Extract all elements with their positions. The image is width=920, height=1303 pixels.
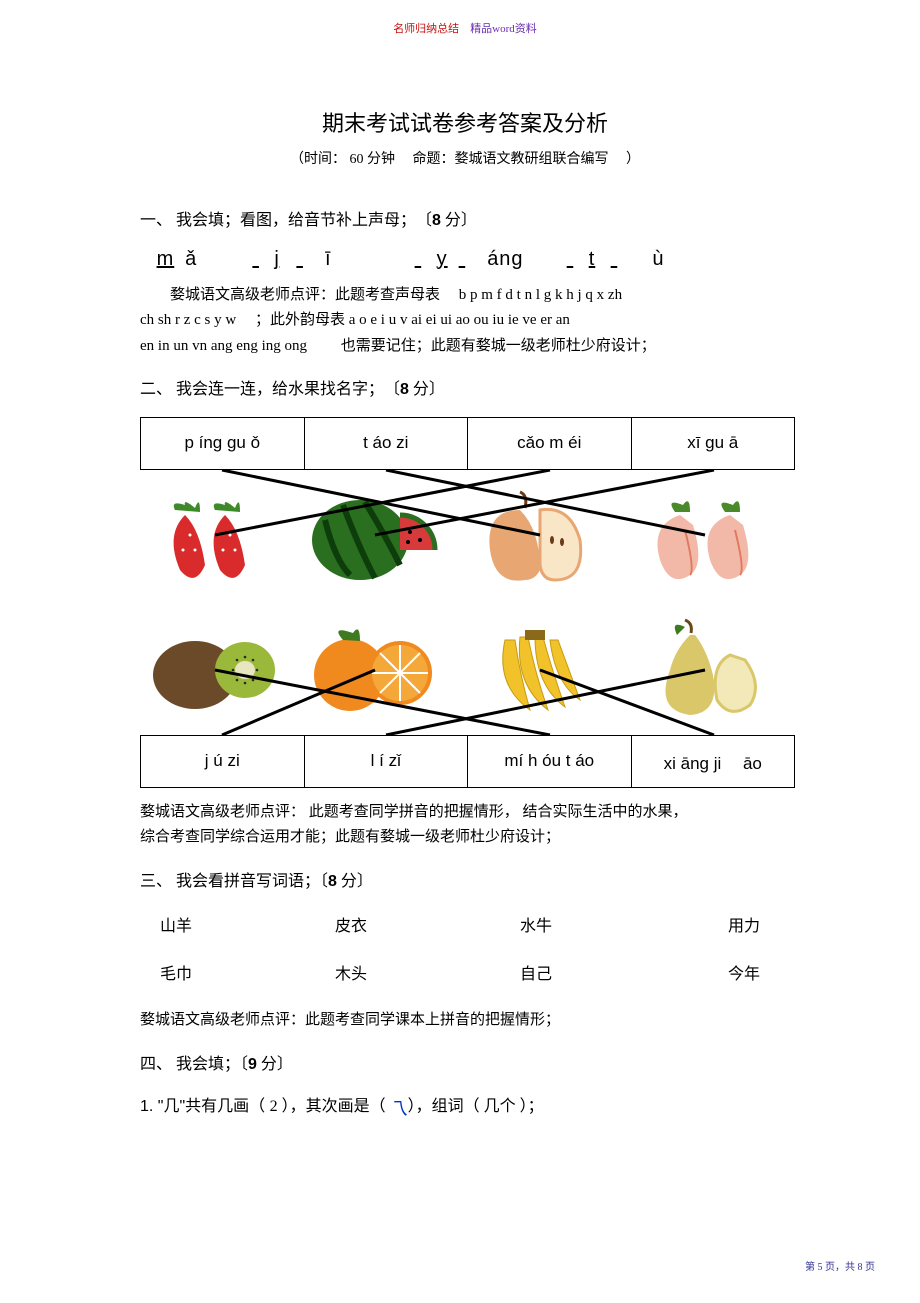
section-1-heading: 一、 我会填；看图，给音节补上声母； 〔8 分〕 [140, 208, 790, 234]
strawberry-icon [145, 480, 285, 590]
peach-icon [635, 480, 775, 590]
sec2-comment-2: 综合考查同学综合运用才能；此题有婺城一级老师杜少府设计； [140, 825, 790, 851]
pinyin-answers: m ǎ j ī y áng t ù [150, 248, 790, 271]
doc-subtitle: （时间： 60 分钟 命题：婺城语文教研组联合编写 ） [140, 148, 790, 168]
sec3-comment: 婺城语文高级老师点评：此题考查同学课本上拼音的把握情形； [140, 1008, 790, 1034]
bottom-cell-lizi: l í zǐ [304, 735, 468, 787]
bottom-cell-xiangjiao: xi āng ji āo [631, 735, 795, 787]
top-cell-taozi: t áo zi [304, 417, 468, 469]
page-footer: 第 5 页，共 8 页 [805, 1258, 875, 1273]
orange-icon [305, 615, 445, 725]
top-cell-pingguo: p íng gu ǒ [141, 417, 305, 469]
section-4-heading: 四、 我会填；〔9 分〕 [140, 1052, 790, 1078]
bottom-cell-juzi: j ú zi [141, 735, 305, 787]
section-3-heading: 三、 我会看拼音写词语；〔8 分〕 [140, 869, 790, 895]
watermelon-icon [305, 480, 445, 590]
header-left: 名师归纳总结 [393, 23, 459, 35]
watermark-header: 名师归纳总结 精品word资料 [140, 20, 790, 36]
stroke-icon: 乁 [390, 1093, 408, 1125]
sec1-comment-2: ch sh r z c s y w ；此外韵母表 a o e i u v ai … [140, 308, 790, 334]
pinyin-bottom-row: j ú zi l í zǐ mí h óu t áo xi āng ji āo [140, 735, 795, 788]
header-right: 精品word资料 [470, 23, 537, 35]
page: 名师归纳总结 精品word资料 期末考试试卷参考答案及分析 （时间： 60 分钟… [0, 0, 920, 1303]
word-2: 皮衣 [315, 912, 470, 936]
word-4: 用力 [625, 912, 780, 936]
pear-icon [635, 615, 775, 725]
fruit-images-area [140, 470, 795, 735]
word-3: 水牛 [470, 912, 625, 936]
banana-icon [470, 615, 610, 725]
sec1-comment-3: en in un vn ang eng ing ong 也需要记住；此题有婺城一… [140, 334, 790, 360]
word-1: 山羊 [160, 912, 315, 936]
pinyin-top-row: p íng gu ǒ t áo zi cǎo m éi xī gu ā [140, 417, 795, 470]
word-8: 今年 [625, 960, 780, 984]
kiwi-icon [145, 615, 285, 725]
sec1-comment-1: 婺城语文高级老师点评：此题考查声母表 b p m f d t n l g k h… [140, 283, 790, 309]
fruit-match-exercise: p íng gu ǒ t áo zi cǎo m éi xī gu ā [140, 417, 795, 788]
top-cell-caomei: cǎo m éi [468, 417, 632, 469]
word-6: 木头 [315, 960, 470, 984]
sec4-question-1: 1. "几"共有几画（ 2 ），其次画是（ 乁），组词（ 几个 ）； [140, 1093, 790, 1125]
apple-icon [470, 480, 610, 590]
pinyin-words-answers: 山羊 皮衣 水牛 用力 毛巾 木头 自己 今年 [160, 912, 780, 984]
bottom-cell-mihoutao: mí h óu t áo [468, 735, 632, 787]
word-5: 毛巾 [160, 960, 315, 984]
word-7: 自己 [470, 960, 625, 984]
section-2-heading: 二、 我会连一连，给水果找名字； 〔8 分〕 [140, 377, 790, 403]
top-cell-xigua: xī gu ā [631, 417, 795, 469]
doc-title: 期末考试试卷参考答案及分析 [140, 106, 790, 138]
sec2-comment-1: 婺城语文高级老师点评： 此题考查同学拼音的把握情形， 结合实际生活中的水果， [140, 800, 790, 826]
